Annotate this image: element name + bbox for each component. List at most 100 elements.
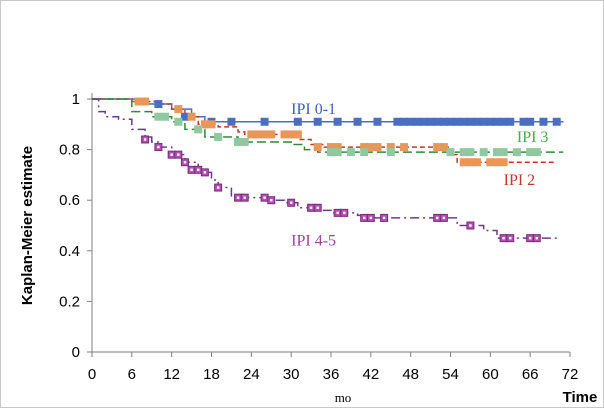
x-tick-label: 72 — [562, 366, 579, 383]
censor-marker — [512, 148, 521, 157]
censor-marker — [459, 158, 468, 167]
censor-marker-dot — [183, 161, 187, 164]
censor-marker-dot — [216, 186, 220, 189]
censor-marker — [492, 148, 501, 157]
markers-ipi-4-5 — [141, 135, 541, 243]
censor-marker-dot — [535, 236, 539, 240]
censor-marker — [214, 132, 223, 141]
series-ipi-3 — [92, 98, 564, 153]
censor-marker — [539, 117, 548, 126]
censor-marker — [154, 112, 163, 121]
censor-marker — [439, 143, 448, 152]
series-ipi-2 — [92, 98, 557, 163]
censor-marker-dot — [336, 211, 339, 215]
censor-marker — [313, 143, 322, 152]
censor-marker — [200, 120, 209, 129]
censor-marker — [433, 117, 442, 126]
censor-marker-dot — [316, 206, 319, 209]
censor-marker — [406, 117, 415, 126]
y-tick-label: 0 — [72, 344, 80, 361]
censor-marker — [459, 117, 468, 126]
censor-marker — [327, 148, 335, 157]
censor-marker-dot — [236, 196, 240, 199]
censor-marker-dot — [197, 168, 200, 172]
series-line — [92, 98, 564, 153]
censor-marker — [453, 117, 462, 126]
censor-marker-dot — [362, 216, 366, 220]
censor-marker — [373, 143, 382, 152]
censor-marker — [499, 117, 508, 126]
censor-marker — [413, 117, 422, 126]
censor-marker — [466, 148, 475, 157]
y-tick-label: 1 — [72, 91, 80, 108]
series-label: IPI 3 — [517, 129, 549, 146]
x-tick-label: 48 — [402, 366, 419, 383]
censor-marker — [479, 148, 488, 157]
censor-marker — [492, 117, 501, 126]
series-line — [92, 98, 557, 163]
censor-marker — [260, 117, 269, 126]
censor-marker — [333, 117, 342, 126]
x-axis-label: mo — [335, 390, 352, 405]
x-tick-label: 24 — [243, 366, 260, 383]
censor-marker — [333, 148, 342, 157]
censor-marker-dot — [442, 216, 446, 220]
censor-marker — [293, 130, 302, 139]
censor-marker-dot — [270, 199, 273, 202]
censor-marker-dot — [509, 236, 512, 240]
censor-marker — [532, 148, 541, 157]
censor-marker-dot — [309, 206, 313, 209]
censor-marker — [293, 117, 302, 126]
censor-marker — [486, 117, 495, 126]
censor-marker — [526, 117, 535, 126]
censor-marker — [366, 143, 375, 152]
censor-marker — [267, 130, 276, 139]
censor-marker — [499, 148, 508, 157]
censor-marker — [479, 117, 488, 126]
censor-marker — [247, 130, 256, 139]
censor-marker-dot — [469, 224, 472, 227]
censor-marker — [207, 120, 216, 129]
censor-marker — [174, 105, 183, 114]
censor-marker — [393, 117, 402, 126]
censor-marker — [400, 117, 409, 126]
time-corner-label: Time — [563, 389, 598, 406]
censor-marker — [346, 148, 355, 157]
censor-marker — [174, 117, 183, 126]
censor-marker — [526, 148, 535, 157]
censor-marker — [180, 112, 189, 121]
y-tick-label: 0.4 — [59, 243, 80, 260]
censor-marker — [287, 130, 296, 139]
censor-marker — [353, 117, 362, 126]
x-tick-label: 54 — [442, 366, 459, 383]
x-tick-label: 30 — [283, 366, 300, 383]
censor-marker — [466, 117, 475, 126]
x-tick-label: 18 — [203, 366, 220, 383]
censor-marker-dot — [190, 168, 193, 172]
x-tick-label: 6 — [128, 366, 136, 383]
markers-ipi-2 — [134, 97, 508, 167]
x-tick-label: 12 — [163, 366, 180, 383]
censor-marker — [260, 130, 269, 139]
censor-marker-dot — [528, 236, 532, 240]
censor-marker-dot — [243, 196, 246, 199]
censor-marker — [154, 100, 163, 109]
censor-marker-dot — [263, 196, 266, 199]
censor-marker — [433, 143, 442, 152]
censor-marker-dot — [170, 153, 173, 156]
censor-marker-dot — [157, 145, 160, 149]
y-axis-label: Kaplan-Meier estimate — [19, 146, 36, 305]
censor-marker — [313, 117, 322, 126]
censor-marker — [552, 117, 561, 126]
censor-marker — [141, 97, 150, 106]
x-tick-label: 60 — [482, 366, 499, 383]
censor-marker-dot — [289, 201, 293, 204]
censor-marker-dot — [143, 138, 147, 141]
censor-marker — [234, 138, 243, 147]
censor-marker — [240, 138, 249, 147]
censor-marker — [426, 117, 435, 126]
series-label: IPI 0-1 — [291, 101, 336, 118]
censor-marker — [486, 158, 495, 167]
